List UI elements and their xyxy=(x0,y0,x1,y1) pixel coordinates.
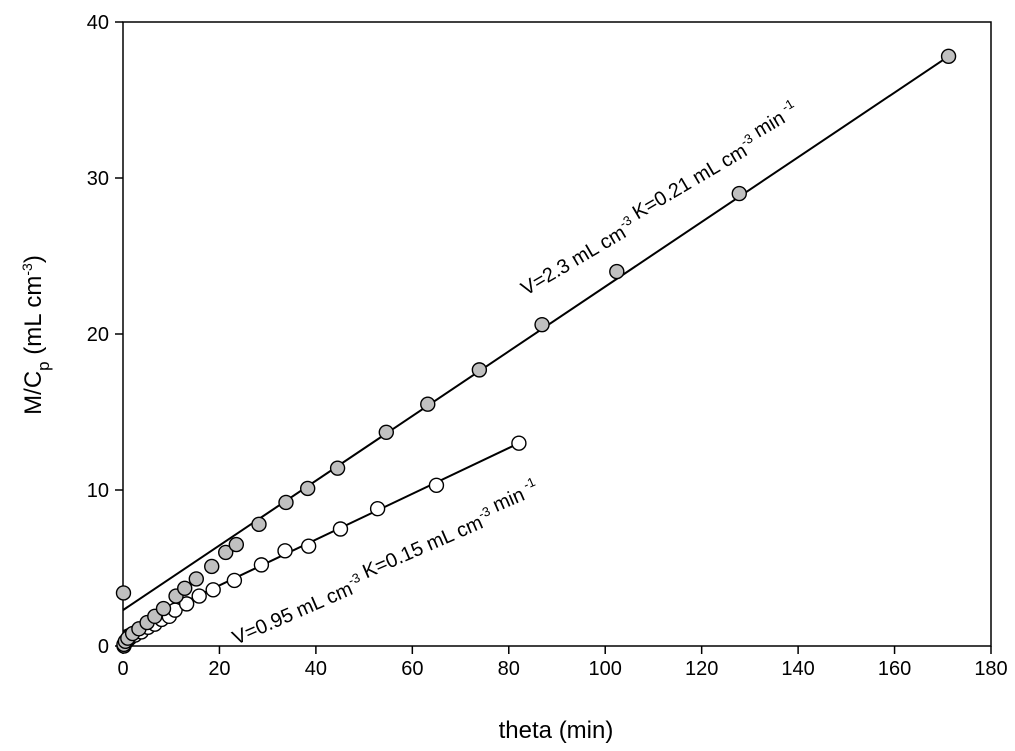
x-tick-label: 120 xyxy=(685,658,718,680)
y-tick-label: 30 xyxy=(87,168,109,190)
x-tick-label: 40 xyxy=(305,658,327,680)
filled-circle-point xyxy=(471,362,488,378)
filled-circle-point xyxy=(278,494,294,511)
y-tick-label: 0 xyxy=(98,636,109,658)
annotation-upper-fit: V=2.3 mL cm-3 K=0.21 mL cm-3 min -1 xyxy=(506,96,811,300)
x-tick-label: 0 xyxy=(117,658,128,680)
open-circle-point xyxy=(253,557,270,573)
filled-circle-point xyxy=(218,544,234,561)
annotation-text: V=0.95 mL cm xyxy=(229,578,356,650)
filled-circle-point xyxy=(204,558,220,575)
open-circle-point xyxy=(178,596,195,612)
filled-circle-point xyxy=(155,600,172,617)
filled-circle-point xyxy=(609,263,625,280)
open-circle-point xyxy=(428,477,445,494)
fit-lines xyxy=(122,55,950,633)
filled-circle-point xyxy=(299,480,316,497)
y-axis-title-main: M/C xyxy=(20,371,47,415)
open-circle-point xyxy=(300,538,317,554)
y-axis-title-unit: (mL cm xyxy=(20,276,47,362)
annotation-text: K=0.21 mL cm xyxy=(624,140,751,227)
filled-circle-point xyxy=(228,536,245,553)
open-circle-point xyxy=(332,521,349,537)
annotation-superscript: -3 xyxy=(476,503,493,521)
x-axis: 0 20 40 60 80 100 120 140 160 180 xyxy=(117,646,1008,680)
annotation-superscript: -1 xyxy=(776,96,797,117)
y-axis: 0 10 20 30 40 xyxy=(87,12,123,658)
filled-circle-point xyxy=(188,571,204,587)
x-tick-label: 140 xyxy=(781,658,814,680)
open-circle-point xyxy=(226,572,243,589)
annotation-superscript: -3 xyxy=(346,570,363,588)
annotation-text: V=2.3 mL cm xyxy=(517,222,630,301)
open-circle-point xyxy=(191,588,207,604)
x-tick-label: 180 xyxy=(974,658,1007,680)
data-points xyxy=(115,48,957,654)
filled-circle-point xyxy=(731,185,747,202)
filled-circle-point xyxy=(329,460,346,476)
open-circle-point xyxy=(277,543,293,559)
filled-circle-point xyxy=(534,316,550,333)
y-tick-label: 20 xyxy=(87,324,109,346)
y-axis-title-unit-sup: -3 xyxy=(19,263,35,276)
x-axis-title: theta (min) xyxy=(499,717,614,744)
x-tick-label: 20 xyxy=(208,658,230,680)
filled-circle-point xyxy=(420,396,436,412)
x-tick-label: 100 xyxy=(589,658,622,680)
filled-circle-point xyxy=(115,585,132,601)
y-axis-title-sub: p xyxy=(34,361,53,370)
annotation-text: K=0.15 mL cm xyxy=(354,512,486,586)
filled-circle-point xyxy=(378,424,394,440)
x-tick-label: 60 xyxy=(401,658,423,680)
x-tick-label: 160 xyxy=(878,658,911,680)
y-tick-label: 10 xyxy=(87,480,109,502)
y-axis-title: M/Cp (mL cm-3) xyxy=(19,255,53,415)
x-tick-label: 80 xyxy=(498,658,520,680)
y-axis-title-unit-close: ) xyxy=(20,255,47,263)
open-circle-point xyxy=(511,435,527,451)
open-circle-point xyxy=(205,582,221,598)
y-tick-label: 40 xyxy=(87,12,109,34)
filled-circle-point xyxy=(940,48,957,65)
fit-line-0 xyxy=(122,55,950,611)
filled-circle-point xyxy=(251,516,267,533)
annotation-superscript: -1 xyxy=(518,474,538,494)
open-circle-point xyxy=(369,501,386,517)
filled-circle-point xyxy=(177,580,193,596)
